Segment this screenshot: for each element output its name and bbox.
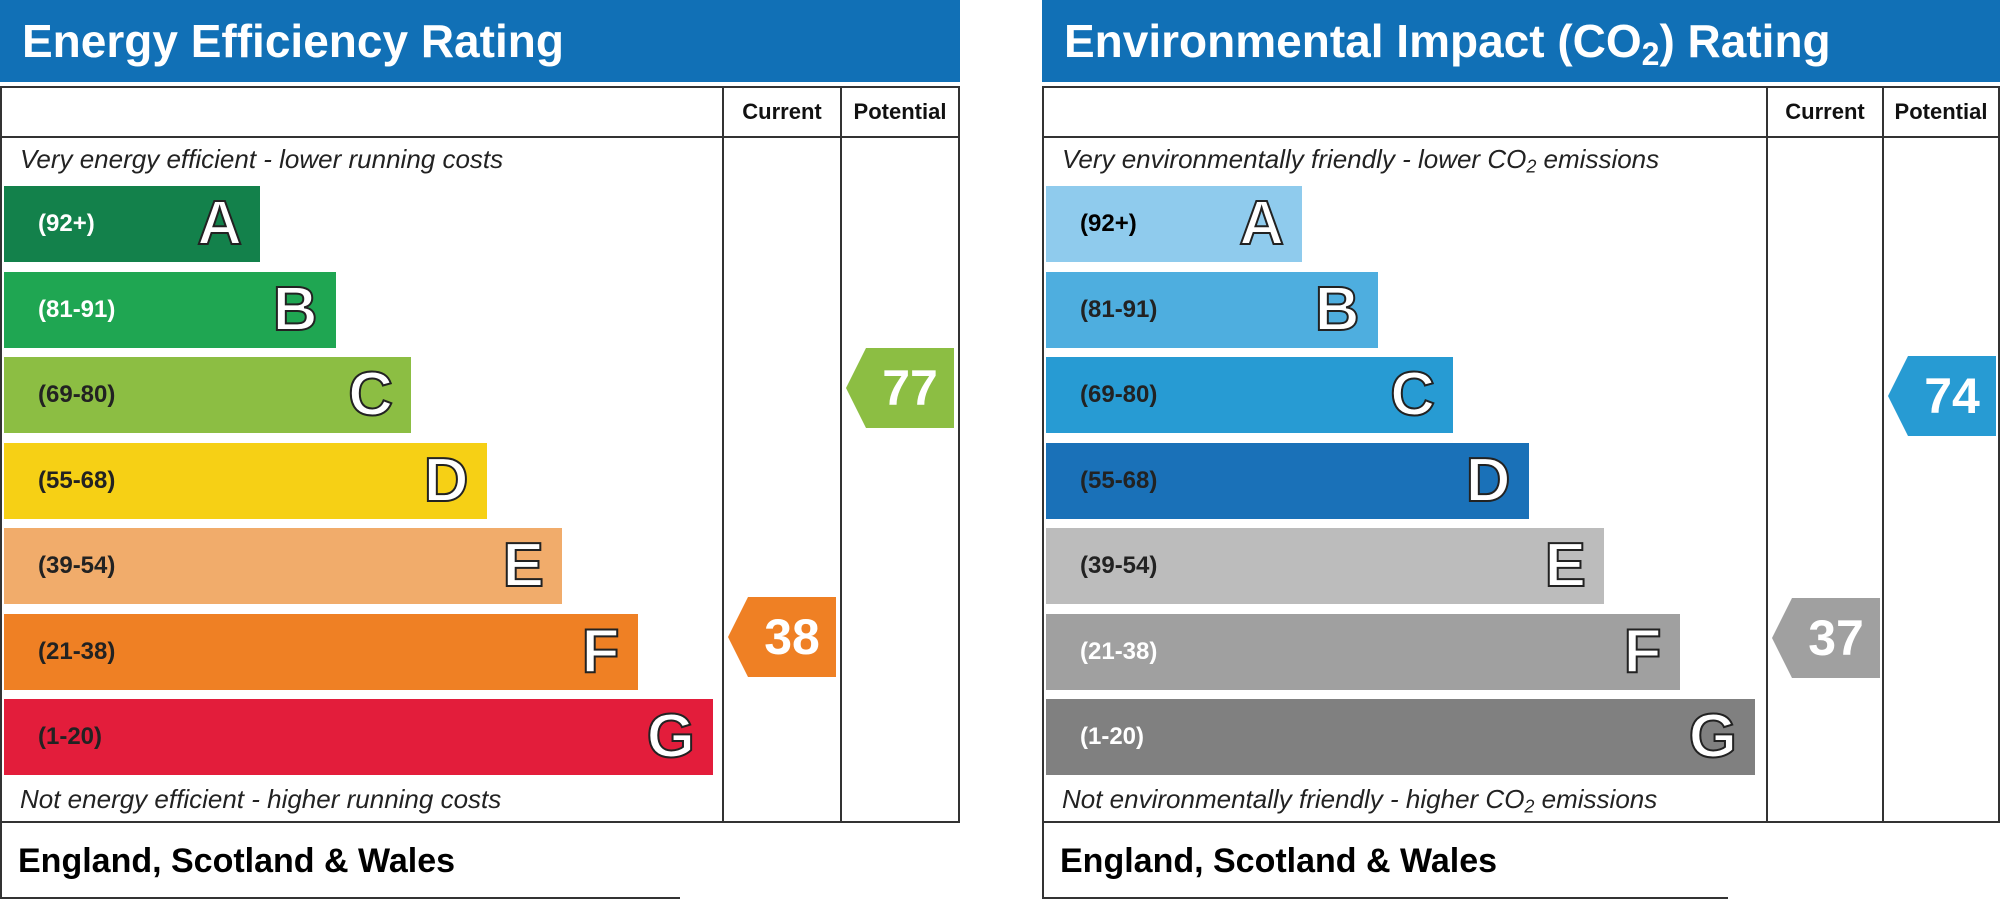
chart-title: Energy Efficiency Rating <box>0 0 960 82</box>
band-letter: G <box>1688 701 1738 772</box>
top-caption: Very environmentally friendly - lower CO… <box>1062 144 1660 177</box>
band-range-label: (92+) <box>38 210 95 237</box>
rating-arrow <box>728 596 836 677</box>
current-rating-marker: 37 <box>1772 598 1880 679</box>
band-letter: G <box>646 701 696 772</box>
bottom-caption: Not environmentally friendly - higher CO… <box>1062 784 1658 817</box>
environmental-impact-panel: Environmental Impact (CO2) Rating Curren… <box>1042 0 2000 899</box>
band-letter: A <box>196 188 243 259</box>
band-letter: F <box>1623 616 1663 687</box>
region-footer: England, Scotland & Wales <box>0 823 680 899</box>
potential-column-divider <box>840 88 842 821</box>
band-e: (39-54) E <box>4 528 562 604</box>
potential-column-header: Potential <box>1894 99 1988 124</box>
current-column-header: Current <box>1785 99 1865 124</box>
band-d: (55-68) D <box>1046 442 1529 519</box>
potential-rating-value: 74 <box>1924 368 1980 425</box>
band-f: (21-38) F <box>1046 613 1680 690</box>
band-range-label: (1-20) <box>38 723 103 750</box>
current-column-divider <box>722 88 724 821</box>
band-letter: B <box>1314 274 1361 345</box>
band-range-label: (55-68) <box>1080 466 1158 494</box>
band-letter: F <box>581 616 621 687</box>
potential-column-header: Potential <box>853 99 947 124</box>
band-b: (81-91) B <box>4 271 336 348</box>
header-divider <box>1044 136 1998 138</box>
current-rating-value: 37 <box>1808 610 1864 667</box>
band-g: (1-20) G <box>1046 699 1755 775</box>
region-footer: England, Scotland & Wales <box>1042 823 1728 899</box>
band-range-label: (39-54) <box>1080 552 1158 579</box>
band-f: (21-38) F <box>4 613 638 690</box>
band-range-label: (69-80) <box>38 381 116 408</box>
rating-arrow <box>846 348 954 429</box>
band-b: (81-91) B <box>1046 271 1378 348</box>
rating-table: Current Potential Very energy efficient … <box>0 86 960 823</box>
band-letter: A <box>1238 188 1285 259</box>
band-letter: E <box>502 530 545 601</box>
band-range-label: (39-54) <box>38 552 116 579</box>
band-letter: E <box>1544 530 1587 601</box>
energy-efficiency-panel: Energy Efficiency Rating Current Potenti… <box>0 0 960 899</box>
band-letter: C <box>1389 359 1436 430</box>
top-caption: Very energy efficient - lower running co… <box>20 144 504 174</box>
band-range-label: (92+) <box>1080 210 1137 237</box>
header-divider <box>2 136 958 138</box>
band-range-label: (21-38) <box>38 637 116 665</box>
band-letter: B <box>272 274 319 345</box>
band-range-label: (21-38) <box>1080 637 1158 665</box>
potential-rating-value: 77 <box>882 360 938 417</box>
band-range-label: (81-91) <box>1080 295 1158 323</box>
band-d: (55-68) D <box>4 442 487 519</box>
band-range-label: (55-68) <box>38 466 116 494</box>
rating-arrow <box>1888 356 1996 437</box>
current-rating-marker: 38 <box>728 596 836 677</box>
bottom-caption: Not energy efficient - higher running co… <box>20 784 502 814</box>
band-c: (69-80) C <box>1046 357 1453 433</box>
band-a: (92+) A <box>1046 186 1302 262</box>
potential-rating-marker: 77 <box>846 348 954 429</box>
band-letter: C <box>347 359 394 430</box>
band-g: (1-20) G <box>4 699 713 775</box>
band-e: (39-54) E <box>1046 528 1604 604</box>
rating-arrow <box>1772 598 1880 679</box>
potential-column-divider <box>1882 88 1884 821</box>
arrow-shape <box>846 348 954 429</box>
band-letter: D <box>1465 445 1512 516</box>
arrow-shape <box>1772 598 1880 679</box>
potential-rating-marker: 74 <box>1888 356 1996 437</box>
band-range-label: (81-91) <box>38 295 116 323</box>
band-letter: D <box>423 445 470 516</box>
band-a: (92+) A <box>4 186 260 262</box>
arrow-shape <box>1888 356 1996 437</box>
current-rating-value: 38 <box>764 608 820 665</box>
band-range-label: (69-80) <box>1080 381 1158 408</box>
band-c: (69-80) C <box>4 357 411 433</box>
chart-title: Environmental Impact (CO2) Rating <box>1042 0 2000 82</box>
current-column-divider <box>1766 88 1768 821</box>
current-column-header: Current <box>742 99 822 124</box>
arrow-shape <box>728 596 836 677</box>
rating-table: Current Potential Very environmentally f… <box>1042 86 2000 823</box>
band-range-label: (1-20) <box>1080 723 1145 750</box>
